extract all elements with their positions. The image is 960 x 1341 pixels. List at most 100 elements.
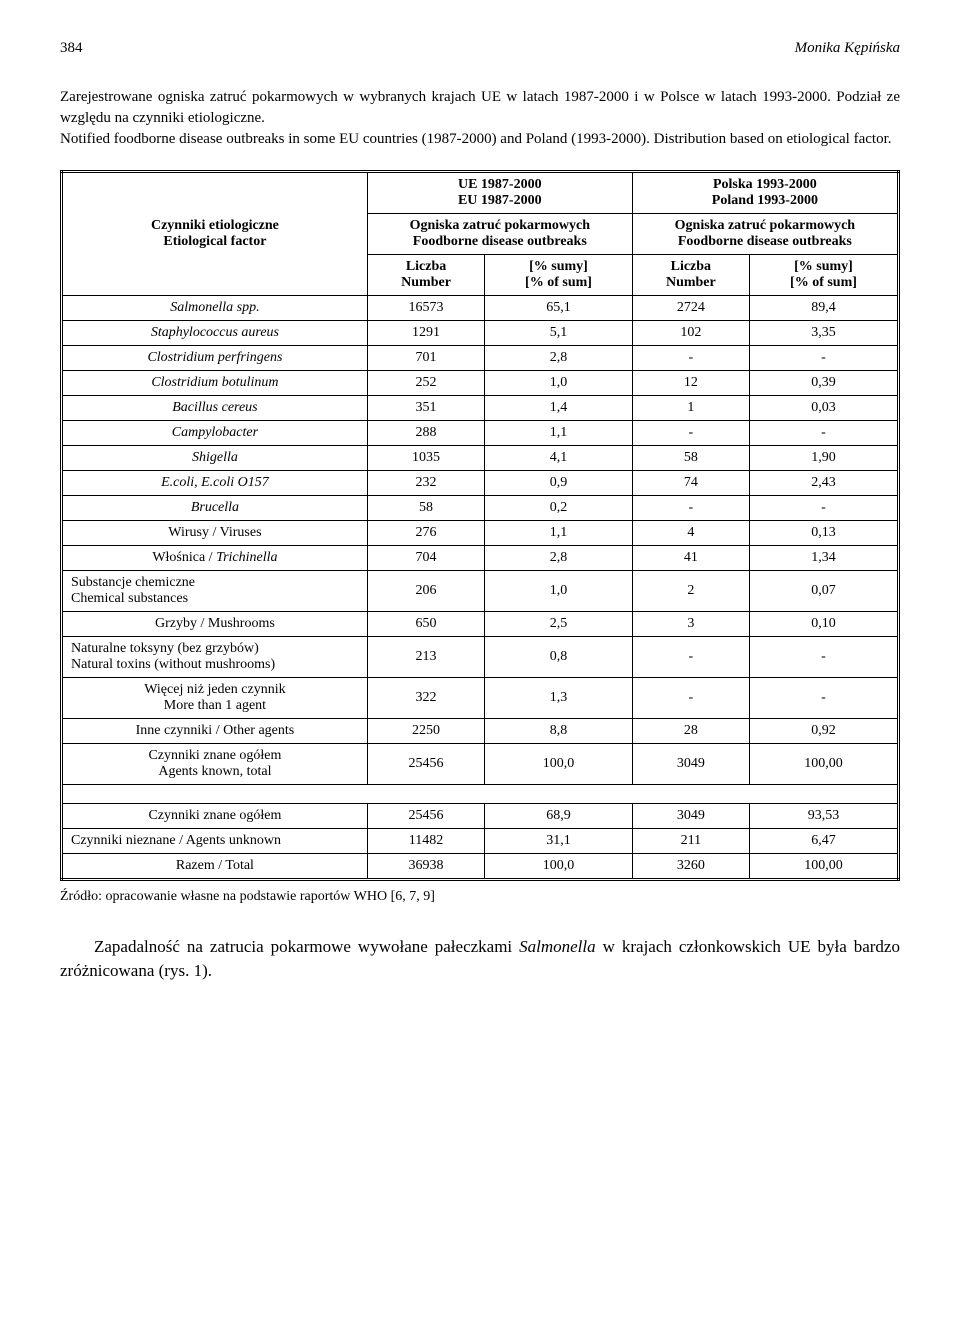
row-label: Salmonella spp. (62, 296, 368, 321)
cell: 102 (632, 321, 749, 346)
table-row: Naturalne toksyny (bez grzybów)Natural t… (62, 637, 899, 678)
cell: 206 (367, 571, 484, 612)
col-ue-period: UE 1987-2000 EU 1987-2000 (367, 172, 632, 214)
spacer-row (62, 785, 899, 804)
caption-pl: Zarejestrowane ogniska zatruć pokarmowyc… (60, 89, 900, 126)
cell: 0,07 (749, 571, 898, 612)
cell: 0,2 (485, 496, 632, 521)
cell: 2,8 (485, 346, 632, 371)
cell: 36938 (367, 854, 484, 880)
cell: 25456 (367, 744, 484, 785)
table-head: Czynniki etiologiczne Etiological factor… (62, 172, 899, 296)
cell: 1,3 (485, 678, 632, 719)
cell: - (749, 421, 898, 446)
cell: - (749, 496, 898, 521)
page-number: 384 (60, 40, 83, 57)
source-note: Źródło: opracowanie własne na podstawie … (60, 889, 900, 905)
cell: 12 (632, 371, 749, 396)
outbreaks-table: Czynniki etiologiczne Etiological factor… (60, 170, 900, 881)
cell: 2724 (632, 296, 749, 321)
row-label: Razem / Total (62, 854, 368, 880)
cell: 100,0 (485, 744, 632, 785)
cell: 213 (367, 637, 484, 678)
cell: - (632, 346, 749, 371)
table-row: Więcej niż jeden czynnikMore than 1 agen… (62, 678, 899, 719)
col-pl-pct: [% sumy] [% of sum] (749, 255, 898, 296)
cell: 3049 (632, 744, 749, 785)
cell: 1,1 (485, 421, 632, 446)
table-body: Salmonella spp.1657365,1272489,4Staphylo… (62, 296, 899, 785)
row-label: Więcej niż jeden czynnikMore than 1 agen… (62, 678, 368, 719)
cell: 0,03 (749, 396, 898, 421)
cell: 704 (367, 546, 484, 571)
page-header: 384 Monika Kępińska (60, 40, 900, 57)
cell: 2 (632, 571, 749, 612)
table-row: Clostridium botulinum2521,0120,39 (62, 371, 899, 396)
cell: 3 (632, 612, 749, 637)
cell: 322 (367, 678, 484, 719)
cell: 65,1 (485, 296, 632, 321)
table-row: Razem / Total36938100,03260100,00 (62, 854, 899, 880)
author-name: Monika Kępińska (795, 40, 900, 57)
cell: 252 (367, 371, 484, 396)
cell: 211 (632, 829, 749, 854)
table-row: Czynniki nieznane / Agents unknown114823… (62, 829, 899, 854)
cell: 16573 (367, 296, 484, 321)
cell: 4,1 (485, 446, 632, 471)
col-pl-period: Polska 1993-2000 Poland 1993-2000 (632, 172, 898, 214)
cell: 25456 (367, 804, 484, 829)
cell: - (632, 421, 749, 446)
cell: 2250 (367, 719, 484, 744)
cell: 28 (632, 719, 749, 744)
table-row: Wirusy / Viruses2761,140,13 (62, 521, 899, 546)
row-label: Wirusy / Viruses (62, 521, 368, 546)
col-ue-pct: [% sumy] [% of sum] (485, 255, 632, 296)
cell: 58 (632, 446, 749, 471)
cell: - (632, 678, 749, 719)
row-label: Clostridium botulinum (62, 371, 368, 396)
row-label: Czynniki nieznane / Agents unknown (62, 829, 368, 854)
cell: 232 (367, 471, 484, 496)
table-row: Salmonella spp.1657365,1272489,4 (62, 296, 899, 321)
cell: 74 (632, 471, 749, 496)
row-label: Grzyby / Mushrooms (62, 612, 368, 637)
table-row: Czynniki znane ogółemAgents known, total… (62, 744, 899, 785)
cell: - (632, 496, 749, 521)
cell: 6,47 (749, 829, 898, 854)
table-row: Czynniki znane ogółem2545668,9304993,53 (62, 804, 899, 829)
cell: 93,53 (749, 804, 898, 829)
table-row: Campylobacter2881,1-- (62, 421, 899, 446)
cell: 2,8 (485, 546, 632, 571)
cell: 0,9 (485, 471, 632, 496)
cell: 11482 (367, 829, 484, 854)
row-label: Campylobacter (62, 421, 368, 446)
cell: 0,13 (749, 521, 898, 546)
cell: 351 (367, 396, 484, 421)
cell: 100,0 (485, 854, 632, 880)
cell: 5,1 (485, 321, 632, 346)
cell: 31,1 (485, 829, 632, 854)
body-paragraph: Zapadalność na zatrucia pokarmowe wywoła… (60, 935, 900, 983)
row-label: E.coli, E.coli O157 (62, 471, 368, 496)
cell: 1,90 (749, 446, 898, 471)
table-row: Substancje chemiczneChemical substances2… (62, 571, 899, 612)
table-row: Grzyby / Mushrooms6502,530,10 (62, 612, 899, 637)
table-row: Brucella580,2-- (62, 496, 899, 521)
cell: 58 (367, 496, 484, 521)
row-label: Czynniki znane ogółem (62, 804, 368, 829)
col-pl-count: Liczba Number (632, 255, 749, 296)
cell: 1,0 (485, 371, 632, 396)
cell: 1,0 (485, 571, 632, 612)
cell: 701 (367, 346, 484, 371)
col-ue-outbreaks: Ogniska zatruć pokarmowych Foodborne dis… (367, 214, 632, 255)
cell: 2,43 (749, 471, 898, 496)
row-label: Shigella (62, 446, 368, 471)
row-label: Substancje chemiczneChemical substances (62, 571, 368, 612)
cell: 1035 (367, 446, 484, 471)
cell: 41 (632, 546, 749, 571)
row-label: Brucella (62, 496, 368, 521)
cell: 89,4 (749, 296, 898, 321)
table-row: Bacillus cereus3511,410,03 (62, 396, 899, 421)
cell: - (749, 346, 898, 371)
row-label: Naturalne toksyny (bez grzybów)Natural t… (62, 637, 368, 678)
